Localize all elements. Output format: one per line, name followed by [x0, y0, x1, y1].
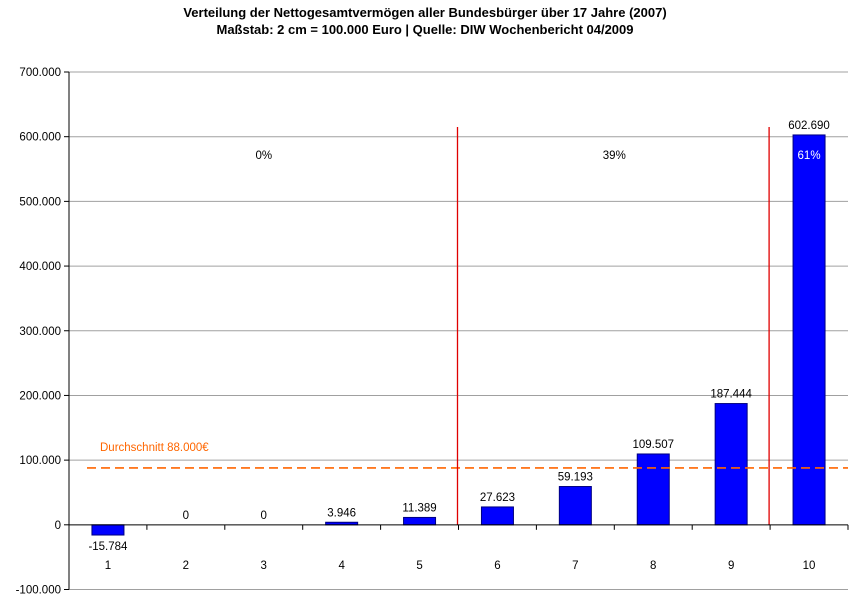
data-label: 602.690: [788, 120, 830, 132]
y-tick-label: 200.000: [19, 390, 61, 402]
data-label: 109.507: [632, 439, 674, 451]
data-label: 0: [261, 510, 267, 522]
y-tick-label: 300.000: [19, 326, 61, 338]
x-tick-label: 3: [261, 560, 267, 572]
average-label: Durchschnitt 88.000€: [100, 442, 209, 454]
data-labels: -15.784 0 0 3.946 11.389 27.623 59.193 109.507 1…: [88, 120, 829, 553]
y-tick-label: 500.000: [19, 196, 61, 208]
data-label: 187.444: [710, 389, 752, 401]
data-label: 59.193: [558, 472, 593, 484]
y-tick-label: 100.000: [19, 455, 61, 467]
segment-share-label: 39%: [603, 150, 626, 162]
x-tick-label: 8: [650, 560, 656, 572]
data-label: 27.623: [480, 492, 515, 504]
chart-subtitle: Maßstab: 2 cm = 100.000 Euro | Quelle: D…: [216, 22, 633, 37]
bar: [558, 486, 592, 526]
bar: [636, 453, 670, 526]
bar: [91, 524, 125, 536]
grid-lines: [69, 71, 848, 590]
x-tick-label: 9: [728, 560, 734, 572]
x-tick-label: 7: [572, 560, 578, 572]
x-tick-label: 4: [338, 560, 345, 572]
chart-title: Verteilung der Nettogesamtvermögen aller…: [183, 5, 666, 20]
average-line-group: Durchschnitt 88.000€: [87, 442, 848, 469]
segment-share-label: 0%: [255, 150, 272, 162]
data-label: 11.389: [402, 502, 436, 514]
data-label: -15.784: [88, 541, 128, 553]
bar: [714, 403, 748, 526]
x-axis: 1 2 3 4 5 6 7 8 9 10: [68, 524, 849, 572]
data-label: 0: [183, 510, 189, 522]
x-tick-label: 2: [183, 560, 189, 572]
bar: [403, 516, 437, 526]
bar: [480, 506, 514, 526]
data-label: 3.946: [327, 507, 356, 519]
x-tick-label: 10: [803, 560, 816, 572]
y-tick-label: 700.000: [19, 67, 61, 79]
segment-share-label: 61%: [798, 150, 821, 162]
y-tick-label: 600.000: [19, 132, 61, 144]
y-axis: -100.000 0 100.000 200.000 300.000 400.000 500…: [16, 67, 70, 597]
y-tick-label: 400.000: [19, 261, 61, 273]
bar: [792, 134, 826, 526]
x-tick-label: 6: [494, 560, 500, 572]
bars: [91, 134, 826, 536]
y-tick-label: -100.000: [16, 585, 61, 597]
x-tick-label: 1: [105, 560, 111, 572]
y-tick-label: 0: [55, 520, 61, 532]
segment-labels: 0% 39% 61%: [255, 150, 820, 162]
segment-dividers: [456, 127, 770, 525]
x-tick-label: 5: [416, 560, 422, 572]
